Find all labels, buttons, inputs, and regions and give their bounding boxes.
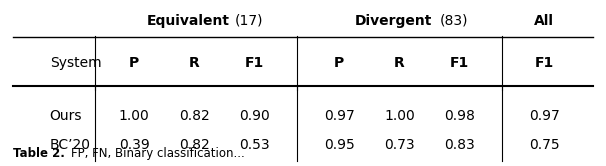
Text: 0.97: 0.97 bbox=[529, 109, 560, 123]
Text: All: All bbox=[534, 14, 554, 28]
Text: (83): (83) bbox=[439, 14, 468, 28]
Text: F1: F1 bbox=[450, 56, 470, 70]
Text: 0.82: 0.82 bbox=[179, 109, 210, 123]
Text: 0.75: 0.75 bbox=[529, 138, 559, 152]
Text: R: R bbox=[189, 56, 200, 70]
Text: 0.73: 0.73 bbox=[384, 138, 415, 152]
Text: 0.39: 0.39 bbox=[119, 138, 150, 152]
Text: R: R bbox=[394, 56, 405, 70]
Text: BC’20: BC’20 bbox=[50, 138, 91, 152]
Text: System: System bbox=[50, 56, 101, 70]
Text: Ours: Ours bbox=[50, 109, 82, 123]
Text: 0.90: 0.90 bbox=[239, 109, 270, 123]
Text: P: P bbox=[129, 56, 139, 70]
Text: 0.82: 0.82 bbox=[179, 138, 210, 152]
Text: 0.53: 0.53 bbox=[239, 138, 270, 152]
Text: F1: F1 bbox=[245, 56, 264, 70]
Text: Divergent: Divergent bbox=[355, 14, 432, 28]
Text: P: P bbox=[334, 56, 344, 70]
Text: FP, FN, Binary classification...: FP, FN, Binary classification... bbox=[71, 147, 244, 160]
Text: F1: F1 bbox=[534, 56, 554, 70]
Text: Equivalent: Equivalent bbox=[147, 14, 230, 28]
Text: 0.95: 0.95 bbox=[324, 138, 355, 152]
Text: 1.00: 1.00 bbox=[119, 109, 150, 123]
Text: (17): (17) bbox=[235, 14, 263, 28]
Text: 0.98: 0.98 bbox=[444, 109, 475, 123]
Text: 0.97: 0.97 bbox=[324, 109, 355, 123]
Text: Table 2.: Table 2. bbox=[13, 147, 65, 160]
Text: 0.83: 0.83 bbox=[444, 138, 475, 152]
Text: 1.00: 1.00 bbox=[384, 109, 415, 123]
